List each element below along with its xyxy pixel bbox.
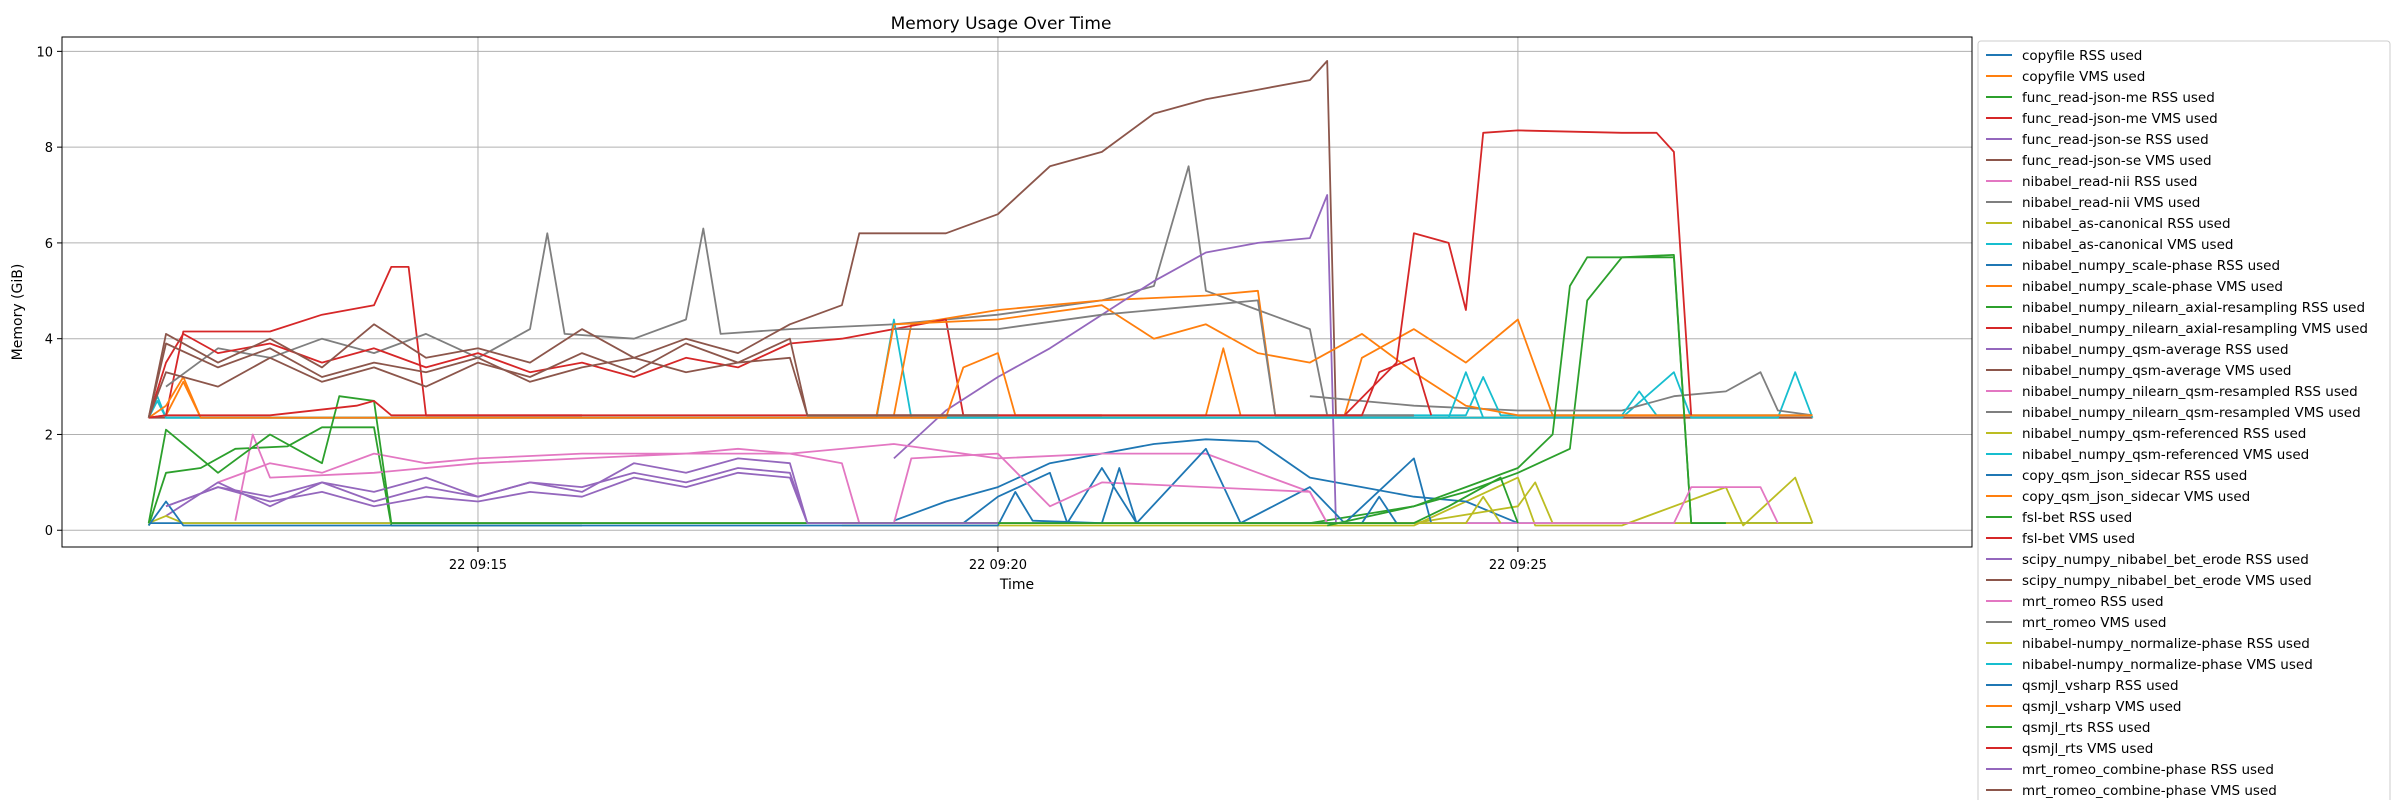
legend-entry: nibabel_read-nii RSS used [2022, 174, 2197, 190]
legend-entry: copy_qsm_json_sidecar VMS used [2022, 489, 2250, 505]
legend-entry: nibabel_as-canonical RSS used [2022, 216, 2231, 232]
series-line [1327, 256, 1726, 527]
series-line [147, 395, 1519, 524]
legend-entry: mrt_romeo_combine-phase RSS used [2022, 762, 2274, 778]
series-line [147, 318, 1102, 418]
legend-entry: nibabel_numpy_nilearn_axial-resampling V… [2022, 321, 2368, 337]
legend-entry: qsmjl_rts VMS used [2022, 741, 2153, 757]
legend-entry: fsl-bet VMS used [2022, 531, 2135, 547]
series-line [147, 60, 1414, 418]
legend-entry: copyfile RSS used [2022, 48, 2142, 64]
y-tick-label: 6 [45, 237, 53, 252]
series-line [893, 438, 1519, 524]
plot-area: 22 09:15 22 09:20 22 09:25 0 2 4 6 8 10 [36, 36, 1973, 573]
series-line [893, 452, 1779, 524]
legend-entry: scipy_numpy_nibabel_bet_erode VMS used [2022, 573, 2312, 589]
axes-frame [61, 36, 1973, 548]
legend-entry: nibabel_numpy_scale-phase RSS used [2022, 258, 2280, 274]
series-line [148, 347, 1242, 419]
series-line [893, 194, 1414, 524]
legend-entry: nibabel_numpy_nilearn_qsm-resampled VMS … [2022, 405, 2361, 421]
legend-entry: qsmjl_rts RSS used [2022, 720, 2150, 736]
legend-entry: mrt_romeo_combine-phase VMS used [2022, 783, 2277, 799]
legend-entry: nibabel_numpy_qsm-average VMS used [2022, 363, 2292, 379]
y-tick-label: 8 [45, 141, 53, 156]
legend-entry: func_read-json-me VMS used [2022, 111, 2218, 127]
legend-entry: func_read-json-me RSS used [2022, 90, 2215, 106]
series-line [1343, 129, 1693, 416]
legend-entry: mrt_romeo VMS used [2022, 615, 2166, 631]
series-line [875, 304, 1813, 417]
y-tick-label: 10 [36, 45, 53, 60]
legend-entry: func_read-json-se RSS used [2022, 132, 2209, 148]
legend-entry: nibabel_numpy_qsm-referenced VMS used [2022, 447, 2309, 463]
series-line [165, 471, 998, 524]
x-axis-label: Time [999, 577, 1034, 593]
chart-title: Memory Usage Over Time [891, 14, 1112, 34]
legend-entry: nibabel-numpy_normalize-phase VMS used [2022, 657, 2313, 673]
legend-entry: copyfile VMS used [2022, 69, 2145, 85]
series-line [234, 433, 1328, 524]
legend-entry: qsmjl_vsharp VMS used [2022, 699, 2181, 715]
legend-entry: nibabel_numpy_scale-phase VMS used [2022, 279, 2283, 295]
series-line [148, 356, 1433, 419]
legend-entry: nibabel_numpy_qsm-referenced RSS used [2022, 426, 2306, 442]
legend-entry: nibabel-numpy_normalize-phase RSS used [2022, 636, 2310, 652]
legend-frame [1977, 40, 2391, 800]
legend-entry: nibabel_numpy_nilearn_axial-resampling R… [2022, 300, 2365, 316]
series-line [147, 467, 1398, 527]
series-line [147, 337, 998, 419]
y-tick-label: 4 [45, 333, 53, 348]
legend-entry: nibabel_read-nii VMS used [2022, 195, 2200, 211]
x-tick-label: 22 09:25 [1489, 558, 1547, 573]
series-line [1309, 371, 1813, 417]
series-line [147, 426, 582, 527]
legend-entry: mrt_romeo RSS used [2022, 594, 2164, 610]
series-line [217, 447, 998, 524]
legend-entry: fsl-bet RSS used [2022, 510, 2132, 526]
series-line [841, 476, 1814, 527]
legend-entry: func_read-json-se VMS used [2022, 153, 2212, 169]
legend-entry: qsmjl_vsharp RSS used [2022, 678, 2179, 694]
legend-entry: nibabel_numpy_qsm-average RSS used [2022, 342, 2289, 358]
x-tick-label: 22 09:20 [969, 558, 1027, 573]
y-tick-label: 2 [45, 428, 53, 443]
legend-entry: nibabel_numpy_nilearn_qsm-resampled RSS … [2022, 384, 2358, 400]
x-tick-label: 22 09:15 [449, 558, 507, 573]
y-axis-label: Memory (GiB) [10, 264, 26, 361]
legend-entry: scipy_numpy_nibabel_bet_erode RSS used [2022, 552, 2309, 568]
legend: copyfile RSS used copyfile VMS used func_r… [1977, 40, 2391, 800]
y-tick-label: 0 [45, 524, 53, 539]
legend-entry: copy_qsm_json_sidecar RSS used [2022, 468, 2247, 484]
legend-entry: nibabel_as-canonical VMS used [2022, 237, 2233, 253]
